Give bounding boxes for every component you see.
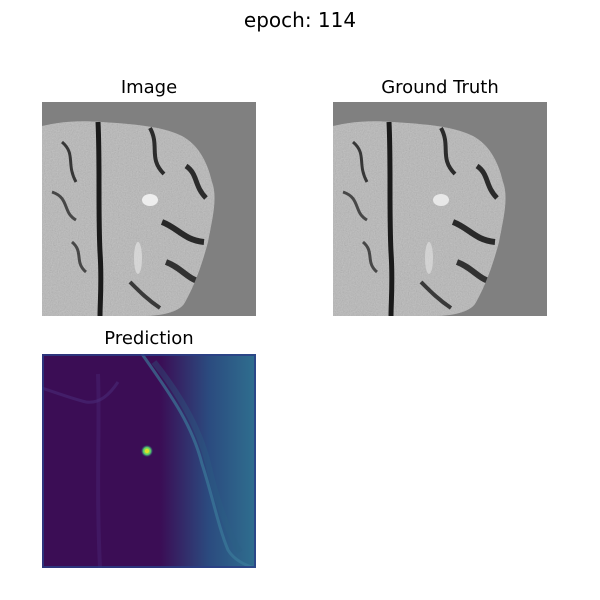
- prediction-heatmap: [42, 354, 256, 568]
- image-panel-title: Image: [120, 77, 178, 98]
- figure-title: epoch: 114: [243, 8, 357, 32]
- image-panel: [42, 102, 256, 316]
- prediction-hotspot-core: [144, 448, 150, 454]
- prediction-panel-title: Prediction: [104, 328, 194, 349]
- ground-truth-image: [333, 102, 547, 316]
- prediction-panel: [42, 354, 256, 568]
- ground-truth-panel: [333, 102, 547, 316]
- heatmap-border: [42, 354, 256, 568]
- brain-region: [42, 121, 215, 316]
- mri-slice-image: [42, 102, 256, 316]
- brain-region: [333, 121, 506, 316]
- ground-truth-panel-title: Ground Truth: [381, 77, 499, 98]
